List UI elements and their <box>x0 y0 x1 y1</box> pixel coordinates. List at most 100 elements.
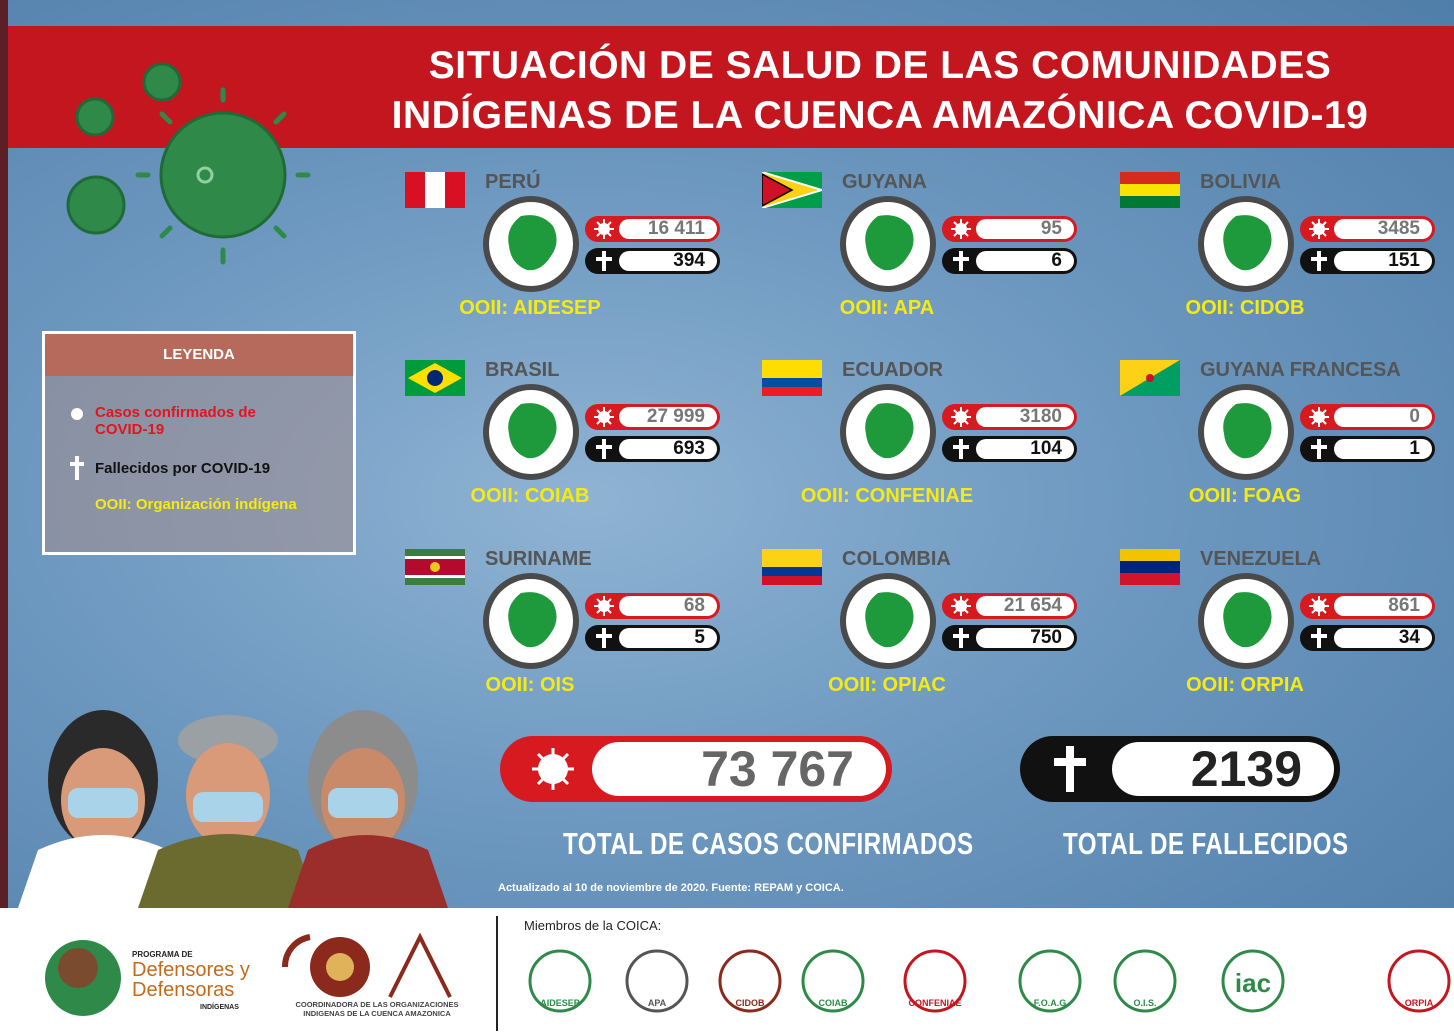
virus-icon <box>951 407 971 427</box>
deaths-pill: 394 <box>585 248 720 274</box>
country-circle <box>840 573 936 669</box>
country-map <box>508 592 557 648</box>
country-map <box>865 215 914 271</box>
cases-pill: 95 <box>942 216 1077 242</box>
organization: OOII: COIAB <box>470 485 590 507</box>
country-map <box>865 403 914 459</box>
country-name: COLOMBIA <box>842 548 951 570</box>
member-name: O.I.S. <box>1133 998 1157 1008</box>
flag <box>405 360 465 396</box>
virus-icon <box>532 748 574 790</box>
deaths-value: 5 <box>619 628 717 648</box>
legend-icons <box>70 408 84 480</box>
deaths-value: 104 <box>976 439 1074 459</box>
country-circle <box>1198 384 1294 480</box>
cases-value: 68 <box>619 596 717 616</box>
member-name: AIDESEP <box>540 998 580 1008</box>
total-deaths: 2139 <box>1112 742 1334 796</box>
coica-name: COORDINADORA DE LAS ORGANIZACIONES INDIG… <box>295 1000 459 1018</box>
country-circle <box>1198 573 1294 669</box>
virus-icon <box>1309 219 1329 239</box>
deaths-pill: 34 <box>1300 625 1435 651</box>
cases-value: 861 <box>1334 596 1432 616</box>
legend-deaths: Fallecidos por COVID-19 <box>95 460 271 477</box>
country-circle <box>840 384 936 480</box>
virus-icons <box>66 62 311 265</box>
flag <box>1120 360 1180 396</box>
title-line: INDÍGENAS DE LA CUENCA AMAZÓNICA COVID-1… <box>391 94 1369 137</box>
legend-ooii: OOII: Organización indígena <box>95 496 297 513</box>
country-circle <box>483 573 579 669</box>
country-map <box>1223 403 1272 459</box>
deaths-pill: 693 <box>585 436 720 462</box>
country-map <box>1223 592 1272 648</box>
flag <box>405 172 465 208</box>
member-logo <box>528 949 592 1013</box>
country-name: BOLIVIA <box>1200 171 1282 193</box>
member-name: iac <box>1234 968 1272 998</box>
country-name: PERÚ <box>485 171 541 193</box>
organization: OOII: CIDOB <box>1185 297 1305 319</box>
flag <box>1120 549 1180 585</box>
deaths-value: 394 <box>619 251 717 271</box>
country-circle <box>1198 196 1294 292</box>
cases-pill: 3180 <box>942 404 1077 430</box>
program-top: PROGRAMA DE <box>132 950 193 959</box>
flag <box>762 549 822 585</box>
cases-value: 16 411 <box>619 219 717 239</box>
deaths-pill: 1 <box>1300 436 1435 462</box>
member-logo <box>1018 949 1082 1013</box>
organization: OOII: FOAG <box>1188 485 1302 507</box>
member-logo <box>718 949 782 1013</box>
legend-box: LEYENDA Casos confirmados de COVID-19 Fa… <box>42 331 356 555</box>
member-logo <box>625 949 689 1013</box>
cross-icon <box>596 439 612 459</box>
virus-icon <box>594 596 614 616</box>
cross-icon <box>1054 746 1086 792</box>
country-map <box>1223 215 1272 271</box>
cases-value: 0 <box>1334 407 1432 427</box>
legend-title: LEYENDA <box>45 334 353 376</box>
country-name: VENEZUELA <box>1200 548 1322 570</box>
virus-icon <box>594 219 614 239</box>
source: Actualizado al 10 de noviembre de 2020. … <box>498 882 844 894</box>
cross-icon <box>953 251 969 271</box>
organization: OOII: AIDESEP <box>459 297 601 319</box>
cases-pill: 68 <box>585 593 720 619</box>
cases-pill: 21 654 <box>942 593 1077 619</box>
flag <box>405 549 465 585</box>
member-name: F.O.A.G <box>1033 998 1067 1008</box>
cross-icon <box>953 628 969 648</box>
member-name: CONFENIAE <box>908 998 962 1008</box>
member-logo <box>1387 949 1451 1013</box>
member-name: APA <box>647 998 667 1008</box>
cases-pill: 16 411 <box>585 216 720 242</box>
country-map <box>865 592 914 648</box>
country-name: SURINAME <box>485 548 592 570</box>
divider <box>496 916 498 1031</box>
coica-logo <box>281 932 452 998</box>
cross-icon <box>596 628 612 648</box>
member-logo <box>1221 949 1285 1013</box>
member-logo <box>903 949 967 1013</box>
deaths-pill: 5 <box>585 625 720 651</box>
country-map <box>508 215 557 271</box>
deaths-value: 1 <box>1334 439 1432 459</box>
characters-illustration <box>18 710 448 908</box>
program-bottom: INDÍGENAS <box>200 1004 239 1011</box>
cases-value: 27 999 <box>619 407 717 427</box>
organization: OOII: APA <box>839 297 935 319</box>
cross-icon <box>1311 251 1327 271</box>
member-logo <box>1113 949 1177 1013</box>
virus-icon <box>1309 596 1329 616</box>
cases-value: 95 <box>976 219 1074 239</box>
cross-icon <box>596 251 612 271</box>
cases-pill: 861 <box>1300 593 1435 619</box>
members-title: Miembros de la COICA: <box>524 918 662 933</box>
organization: OOII: OPIAC <box>828 674 946 696</box>
virus-icon <box>951 596 971 616</box>
deaths-value: 693 <box>619 439 717 459</box>
country-circle <box>483 196 579 292</box>
deaths-value: 34 <box>1334 628 1432 648</box>
